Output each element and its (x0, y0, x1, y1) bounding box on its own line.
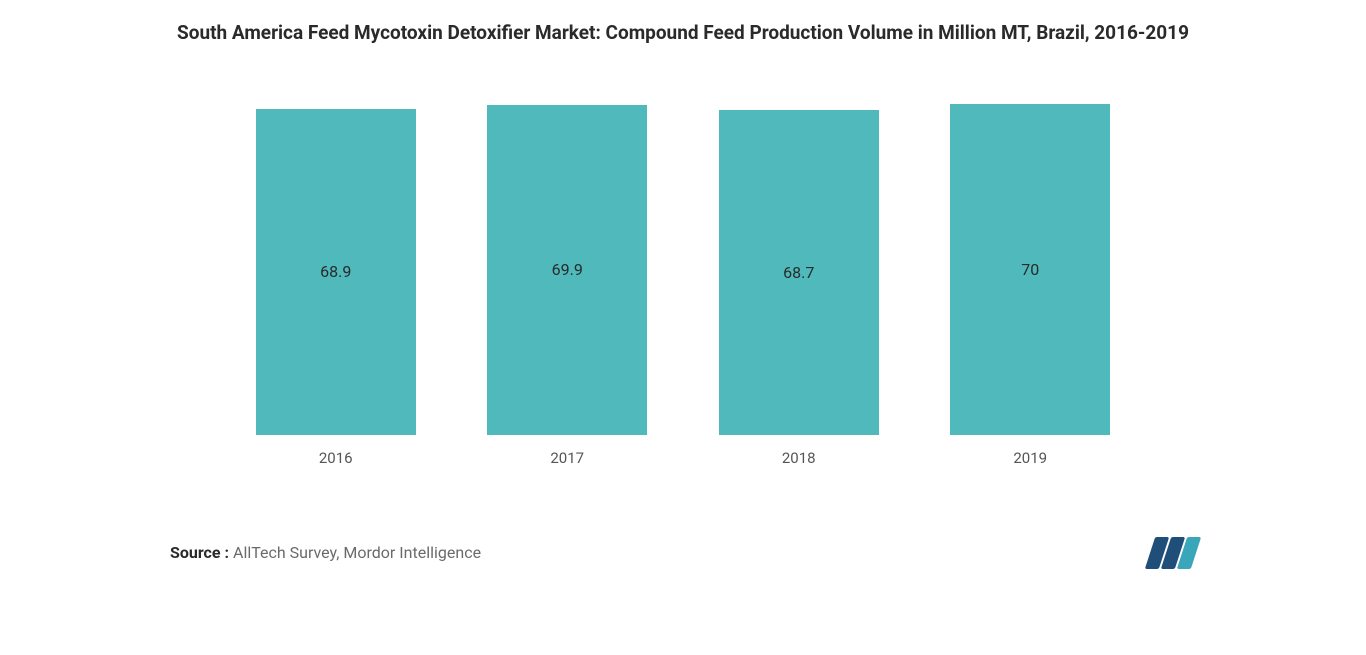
bar-category-label: 2019 (1013, 449, 1047, 467)
chart-area: 68.9 2016 69.9 2017 68.7 2018 70 2019 (100, 107, 1266, 467)
bar-category-label: 2016 (319, 449, 353, 467)
brand-logo-icon (1150, 537, 1196, 569)
bar-group: 68.7 2018 (719, 110, 879, 466)
bar: 68.9 (256, 109, 416, 434)
bar-group: 69.9 2017 (487, 105, 647, 467)
source-citation: Source : AllTech Survey, Mordor Intellig… (170, 543, 481, 562)
source-text: AllTech Survey, Mordor Intelligence (233, 543, 481, 562)
chart-container: South America Feed Mycotoxin Detoxifier … (0, 0, 1366, 655)
bar-category-label: 2018 (782, 449, 816, 467)
bar-value-label: 69.9 (552, 260, 583, 279)
bar-group: 68.9 2016 (256, 109, 416, 466)
bar: 70 (950, 104, 1110, 435)
bar-group: 70 2019 (950, 104, 1110, 467)
chart-title: South America Feed Mycotoxin Detoxifier … (100, 20, 1266, 47)
source-label: Source : (170, 543, 233, 562)
bar-value-label: 68.7 (783, 263, 814, 282)
bar-value-label: 70 (1021, 260, 1039, 279)
bar-category-label: 2017 (550, 449, 584, 467)
bar: 68.7 (719, 110, 879, 434)
bar-value-label: 68.9 (320, 262, 351, 281)
bar: 69.9 (487, 105, 647, 435)
footer-row: Source : AllTech Survey, Mordor Intellig… (100, 537, 1266, 569)
